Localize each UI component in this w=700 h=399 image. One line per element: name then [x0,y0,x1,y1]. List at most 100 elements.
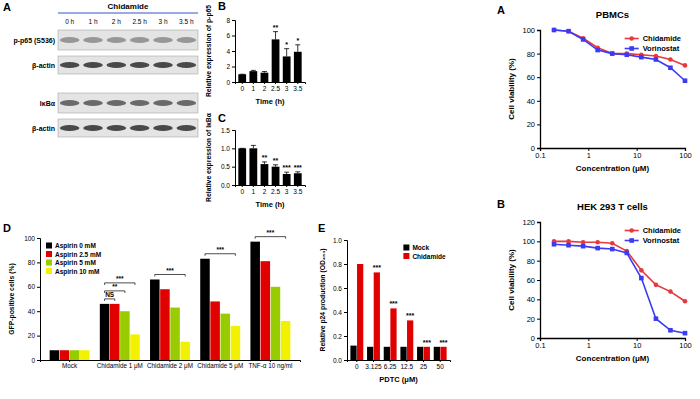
legend: ChidamideVorinostat [625,34,681,53]
error-bar [251,145,256,148]
tick-label: 10 [633,151,641,160]
x-axis-title: PDTC (μM) [379,375,418,384]
axis: 0.1110100 [535,338,691,350]
tick-mark [232,67,235,68]
tick-mark [537,77,540,78]
significance-bracket [255,237,285,239]
legend-label: Vorinostat [643,44,680,53]
legend-item: Chidamide [625,34,681,43]
bar [407,320,413,360]
marker [566,243,571,248]
marker [668,65,673,70]
marker [639,276,644,281]
error-bar-cap [273,164,278,165]
tick: 6 [226,32,235,39]
tick-mark [344,288,347,289]
row-label: p-p65 (S536) [13,37,55,45]
legend: Aspirin 0 mMAspirin 2.5 mMAspirin 5 mMAs… [46,242,101,276]
tick: 40 [527,295,540,304]
x-axis-title: Time (h) [255,97,285,106]
significance-label: *** [116,275,124,282]
bar [231,326,241,360]
tick-label: 0.5 [221,163,230,170]
tick: 1 [252,185,256,195]
marker [668,57,673,62]
bar [283,174,291,185]
tick-label: 100 [679,151,692,160]
tick-label: 6.25 [384,363,397,370]
blot-band [153,62,173,68]
error-bar-cap [273,31,278,32]
bar [294,173,302,185]
error-bar-cap [262,71,267,72]
blot-band [153,37,173,43]
legend-item: Aspirin 10 mM [46,268,99,276]
tick: 4 [226,48,235,55]
tick: 3.125 [365,360,382,370]
panel-label: D [3,222,11,234]
bar [367,347,373,360]
tick-mark [232,167,235,168]
blot-band [107,62,127,68]
significance-label: ** [112,283,118,290]
tick-mark [537,338,540,339]
significance-bracket [105,283,135,285]
tick-mark [537,222,540,223]
annotations: ********** [262,154,302,171]
legend-label: Chidamide [643,226,681,235]
tick: 3.5 [293,185,302,195]
error-bar-stem [253,145,254,148]
x-axis-title: Concentration (μM) [576,354,650,363]
marker [595,240,600,245]
blot-strip [58,119,198,137]
tick: 60 [527,73,540,82]
series-line [554,244,685,333]
tick-mark [537,280,540,281]
axis-line [37,239,41,361]
blot-band [130,125,150,131]
figure: AChidamide0 h1 h2 h2.5 h3 h3.5 hp-p65 (S… [0,0,700,399]
bar [210,301,220,360]
tick-label: 0.6 [333,285,342,292]
tick-label: 0 [531,334,535,343]
tick-label: 120 [522,218,535,227]
legend-swatch [46,260,52,266]
axis: 0.00.20.40.60.81.0 [333,237,348,364]
error-bar [273,32,278,40]
lane-label: 3.5 h [179,18,194,25]
tick-label: 4 [226,48,230,55]
plot-area [238,145,301,185]
tick: 0.5 [221,163,235,170]
tick: 2 [263,82,267,92]
tick: 1.0 [333,237,347,244]
tick-label: 0.4 [333,309,342,316]
axis: 020406080100120 [522,218,540,343]
blot-band [83,100,103,106]
axis: MockChidamide 1 μMChidamide 2 μMChidamid… [41,360,301,370]
tick-label: 0 [240,188,244,195]
significance-bracket [105,291,125,293]
tick: 2.5 [271,185,280,195]
panel-label: C [218,112,226,124]
blot-strip [58,30,198,50]
legend: ChidamideVorinostat [625,226,681,245]
marker [610,51,615,56]
tick-label: Chidamide 5 μM [197,362,243,370]
bar [249,148,257,185]
significance-bracket [105,299,115,301]
series-line [554,30,685,65]
axis: 0122.533.5 [236,185,306,195]
tick-label: 1 [252,85,256,92]
marker [654,57,659,62]
tick-mark [537,261,540,262]
tick: 0 [355,360,359,370]
tick-label: 25 [420,363,428,370]
bar [110,304,120,360]
axis-line [344,241,348,361]
error-bar-cap [284,172,289,173]
western-blot: AChidamide0 h1 h2 h2.5 h3 h3.5 hp-p65 (S… [3,1,198,137]
plot-area [238,32,301,82]
tick: 100 [522,26,540,35]
tick: 8 [226,17,235,24]
significance-label: *** [423,339,431,346]
